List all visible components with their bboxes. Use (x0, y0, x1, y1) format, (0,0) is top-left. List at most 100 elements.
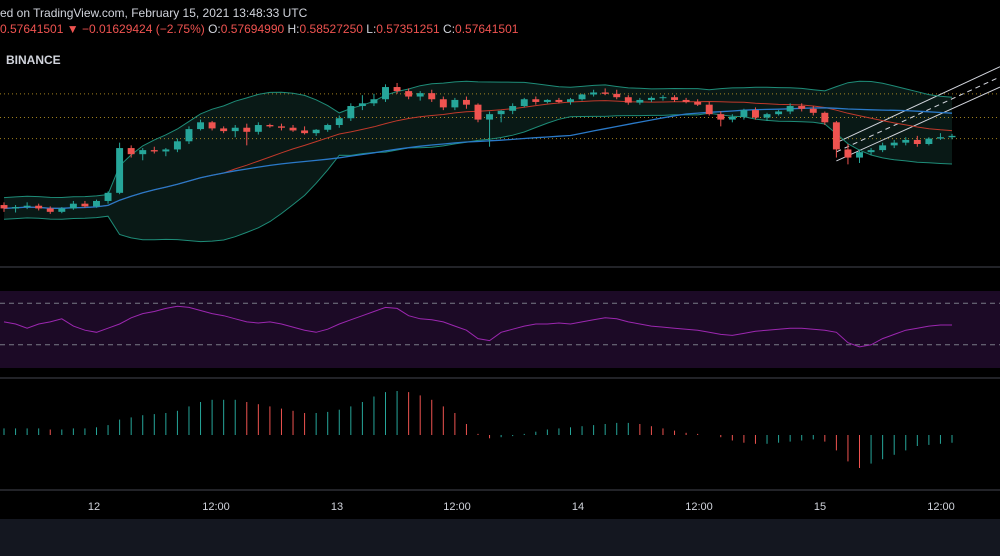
candle-body (520, 99, 528, 107)
candle-body (451, 99, 459, 108)
candle-body (474, 104, 482, 120)
candle-32 (370, 93, 378, 107)
time-tick-label-3: 12:00 (443, 501, 471, 513)
candle-9 (104, 191, 112, 204)
candle-60 (694, 99, 702, 107)
candle-15 (173, 138, 181, 153)
low-value: 0.57351251 (376, 22, 440, 36)
candle-74 (856, 149, 863, 163)
candle-body (879, 145, 887, 151)
candle-34 (393, 82, 401, 94)
candle-body (324, 125, 332, 130)
oscillator-pane (3, 391, 953, 468)
candle-5 (58, 207, 66, 214)
candle-body (832, 122, 840, 150)
candle-7 (81, 200, 89, 208)
time-axis[interactable]: 12 12:00 13 12:00 14 12:00 15 12:00 (88, 501, 955, 513)
candle-body (58, 208, 66, 212)
candle-body (439, 99, 447, 108)
candle-body (116, 148, 124, 193)
candle-57 (659, 95, 667, 101)
candle-body (335, 118, 343, 126)
candle-2 (23, 202, 31, 210)
candle-64 (740, 108, 748, 120)
candle-56 (647, 96, 655, 102)
candle-body (127, 148, 135, 155)
channel-lower-line (836, 86, 1000, 162)
candle-38 (439, 96, 447, 111)
candle-body (821, 112, 829, 123)
candle-65 (751, 107, 759, 120)
candle-19 (220, 126, 228, 134)
candle-body (902, 139, 910, 143)
candle-25 (289, 125, 297, 132)
candle-body (347, 106, 355, 119)
candle-68 (786, 103, 794, 115)
candle-body (185, 129, 193, 142)
candle-35 (405, 88, 413, 100)
candle-39 (451, 97, 459, 111)
candle-69 (798, 103, 806, 112)
candle-61 (705, 101, 713, 116)
channel-upper-line (836, 66, 1000, 144)
candle-36 (416, 91, 424, 101)
candle-body (173, 141, 181, 150)
candle-20 (231, 125, 239, 138)
candle-body (936, 137, 944, 139)
candle-29 (335, 115, 343, 128)
candle-body (543, 99, 551, 102)
candle-75 (867, 148, 875, 155)
high-value: 0.58527250 (299, 22, 363, 36)
candle-26 (301, 126, 309, 135)
candle-body (613, 93, 621, 98)
candle-71 (821, 111, 829, 126)
candle-body (208, 122, 216, 129)
candle-58 (671, 95, 679, 102)
candle-body (104, 192, 112, 201)
candle-40 (462, 96, 470, 109)
candle-21 (243, 123, 251, 146)
candle-body (763, 114, 771, 118)
candle-body (35, 205, 43, 209)
candle-4 (46, 206, 54, 214)
candle-10 (116, 142, 124, 195)
candle-13 (150, 146, 158, 154)
close-value: 0.57641501 (455, 22, 519, 36)
candle-body (289, 127, 297, 131)
candle-46 (532, 96, 540, 105)
candle-23 (266, 123, 274, 128)
time-tick-label-5: 12:00 (685, 501, 713, 513)
candle-body (139, 150, 147, 155)
candle-body (856, 152, 863, 158)
candle-80 (925, 137, 933, 146)
candle-body (867, 150, 875, 153)
close-label: C: (443, 22, 456, 36)
open-value: 0.57694990 (220, 22, 285, 36)
bollinger-upper-line (3, 80, 953, 199)
candles (0, 82, 956, 214)
candle-body (382, 87, 389, 100)
candle-body (46, 208, 54, 212)
bollinger-band-fill (4, 81, 952, 242)
candle-73 (844, 144, 852, 165)
candle-body (220, 128, 228, 132)
candle-body (751, 110, 759, 118)
candle-24 (277, 123, 285, 131)
candle-81 (936, 133, 944, 140)
candle-70 (809, 106, 817, 116)
time-tick-label-0: 12 (88, 501, 100, 513)
candle-47 (543, 99, 551, 104)
candle-body (659, 97, 667, 99)
time-tick-label-7: 12:00 (927, 501, 955, 513)
candle-body (844, 149, 852, 158)
candle-79 (913, 135, 921, 147)
rsi-zone (0, 291, 1000, 368)
high-label: H: (287, 22, 300, 36)
candle-44 (509, 103, 517, 115)
candle-16 (185, 126, 193, 145)
candle-body (150, 150, 158, 152)
candle-body (590, 92, 598, 95)
candle-28 (324, 123, 332, 132)
candle-63 (728, 114, 736, 123)
